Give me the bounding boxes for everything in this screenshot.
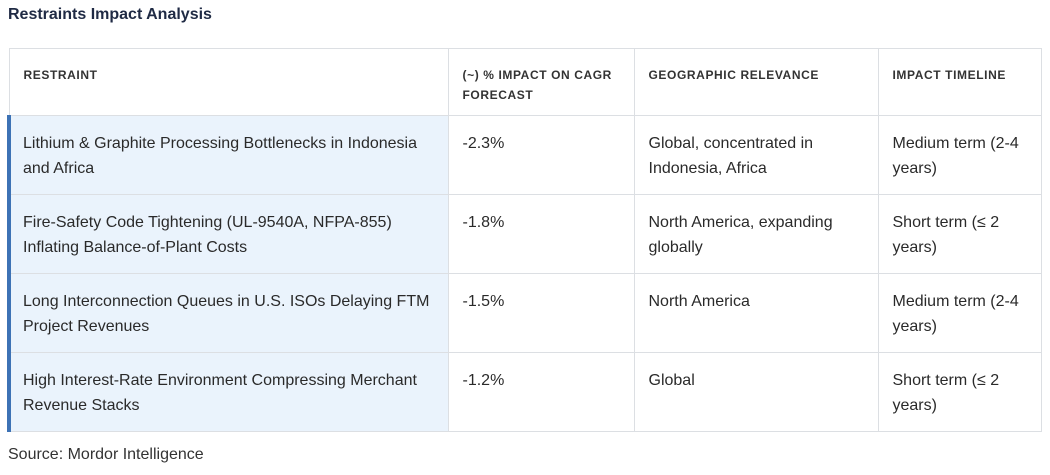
restraints-table: RESTRAINT (~) % IMPACT ON CAGR FORECAST …: [7, 48, 1042, 432]
impact-cell: -2.3%: [447, 115, 635, 195]
table-row: Fire-Safety Code Tightening (UL-9540A, N…: [7, 194, 1042, 274]
impact-cell: -1.5%: [447, 273, 635, 353]
table-header-row: RESTRAINT (~) % IMPACT ON CAGR FORECAST …: [8, 48, 1042, 116]
restraint-cell: High Interest-Rate Environment Compressi…: [7, 352, 449, 432]
timeline-cell: Short term (≤ 2 years): [877, 352, 1042, 432]
page-title: Restraints Impact Analysis: [8, 6, 212, 23]
geography-cell: Global: [633, 352, 879, 432]
restraint-cell: Fire-Safety Code Tightening (UL-9540A, N…: [7, 194, 449, 274]
geography-cell: North America: [633, 273, 879, 353]
column-header-geography: GEOGRAPHIC RELEVANCE: [633, 48, 879, 116]
column-header-impact: (~) % IMPACT ON CAGR FORECAST: [447, 48, 635, 116]
table-row: Lithium & Graphite Processing Bottleneck…: [7, 115, 1042, 195]
timeline-cell: Medium term (2-4 years): [877, 273, 1042, 353]
restraint-cell: Long Interconnection Queues in U.S. ISOs…: [7, 273, 449, 353]
source-note: Source: Mordor Intelligence: [8, 446, 204, 463]
table-row: Long Interconnection Queues in U.S. ISOs…: [7, 273, 1042, 353]
column-header-timeline: IMPACT TIMELINE: [877, 48, 1042, 116]
impact-cell: -1.2%: [447, 352, 635, 432]
geography-cell: Global, concentrated in Indonesia, Afric…: [633, 115, 879, 195]
timeline-cell: Short term (≤ 2 years): [877, 194, 1042, 274]
timeline-cell: Medium term (2-4 years): [877, 115, 1042, 195]
impact-cell: -1.8%: [447, 194, 635, 274]
column-header-restraint: RESTRAINT: [8, 48, 449, 116]
table-row: High Interest-Rate Environment Compressi…: [7, 352, 1042, 432]
geography-cell: North America, expanding globally: [633, 194, 879, 274]
restraint-cell: Lithium & Graphite Processing Bottleneck…: [7, 115, 449, 195]
